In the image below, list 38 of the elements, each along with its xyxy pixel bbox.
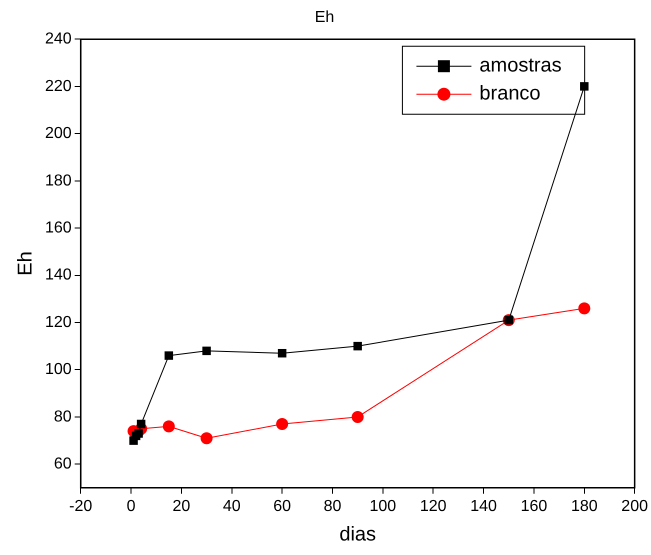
point xyxy=(162,420,175,432)
point xyxy=(353,342,362,350)
y-tick-label: 120 xyxy=(44,314,72,331)
point xyxy=(202,346,211,356)
x-tick-label: 0 xyxy=(126,498,136,515)
point xyxy=(276,418,288,430)
point xyxy=(134,429,143,438)
y-tick-label: 200 xyxy=(44,125,72,142)
y-tick-label: 180 xyxy=(44,172,72,190)
x-tick-label: 80 xyxy=(324,498,342,515)
y-tick-label: 160 xyxy=(44,219,72,236)
y-axis-title: Eh xyxy=(14,251,37,276)
x-tick-label: 120 xyxy=(420,498,447,515)
x-tick-label: 180 xyxy=(570,498,598,515)
x-tick-label: 20 xyxy=(172,498,190,515)
x-tick-label: 60 xyxy=(273,498,292,515)
x-tick-label: -20 xyxy=(69,498,92,515)
point xyxy=(352,410,364,423)
x-tick-label: 160 xyxy=(520,498,548,515)
legend-label: amostras xyxy=(479,54,562,77)
point xyxy=(200,432,213,444)
point xyxy=(278,348,286,358)
y-tick-label: 220 xyxy=(44,78,72,95)
x-axis-title: dias xyxy=(339,524,376,546)
y-tick-label: 60 xyxy=(54,456,72,473)
point xyxy=(136,420,146,428)
point xyxy=(164,351,174,360)
y-tick-label: 240 xyxy=(44,30,72,48)
x-tick-label: 100 xyxy=(370,498,396,515)
x-tick-label: 40 xyxy=(222,498,241,515)
y-tick-label: 80 xyxy=(54,408,72,426)
y-tick-label: 140 xyxy=(44,266,72,284)
chart-title: Eh xyxy=(314,9,334,26)
y-tick-label: 100 xyxy=(44,361,72,378)
x-tick-label: 200 xyxy=(621,498,648,515)
legend-label: branco xyxy=(479,82,541,105)
x-tick-label: 140 xyxy=(470,498,498,515)
point xyxy=(578,302,590,314)
